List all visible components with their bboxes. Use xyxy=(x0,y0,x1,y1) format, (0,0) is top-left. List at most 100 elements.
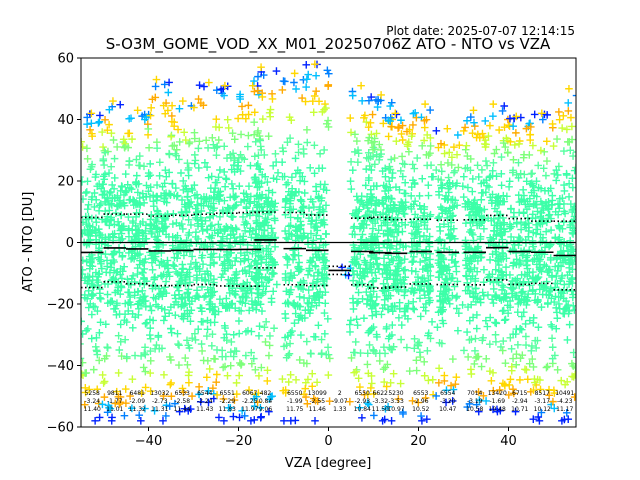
data-point xyxy=(409,257,417,266)
data-point xyxy=(287,269,295,277)
data-point xyxy=(152,75,161,84)
data-point xyxy=(417,217,425,225)
data-point xyxy=(551,292,560,301)
data-point xyxy=(529,141,537,150)
data-point xyxy=(427,161,435,169)
data-point xyxy=(381,404,390,413)
data-point xyxy=(506,222,514,231)
data-point xyxy=(489,100,498,108)
data-point xyxy=(468,129,477,138)
data-point xyxy=(107,162,115,171)
data-point xyxy=(205,78,213,87)
data-point xyxy=(527,347,536,355)
data-point xyxy=(199,101,208,110)
data-point xyxy=(149,202,158,211)
data-point xyxy=(491,265,500,274)
data-point xyxy=(537,303,546,311)
data-point xyxy=(572,353,576,362)
data-point xyxy=(229,352,238,361)
data-point xyxy=(281,198,290,206)
data-point xyxy=(271,234,279,242)
data-point xyxy=(462,272,471,281)
bin-stat-label: 6551 xyxy=(220,390,235,397)
data-point xyxy=(320,265,329,273)
data-point xyxy=(218,206,227,214)
data-point xyxy=(372,151,381,159)
data-point xyxy=(481,143,490,151)
data-point xyxy=(389,342,398,351)
data-point xyxy=(302,393,310,401)
data-point xyxy=(153,181,161,189)
data-point xyxy=(530,255,539,264)
data-point xyxy=(139,293,148,301)
data-point xyxy=(302,83,310,91)
data-point xyxy=(141,383,150,392)
data-point xyxy=(435,364,443,373)
data-point xyxy=(452,304,461,313)
data-point xyxy=(112,209,120,217)
data-point xyxy=(477,219,485,228)
data-point xyxy=(566,223,574,232)
data-point xyxy=(298,94,306,102)
data-point xyxy=(124,129,132,138)
data-point xyxy=(108,181,116,189)
data-point xyxy=(420,371,429,380)
data-point xyxy=(441,207,450,216)
data-point xyxy=(238,153,246,162)
data-point xyxy=(373,182,381,191)
data-point xyxy=(399,243,408,252)
data-point xyxy=(548,191,557,200)
data-point xyxy=(488,295,496,304)
data-point xyxy=(193,194,202,202)
data-point xyxy=(82,188,91,196)
data-point xyxy=(375,357,384,365)
data-point xyxy=(508,285,517,293)
data-point xyxy=(294,264,303,273)
data-point xyxy=(367,384,375,392)
data-point xyxy=(382,382,391,391)
data-point xyxy=(542,227,550,236)
data-point xyxy=(283,138,292,147)
data-point xyxy=(476,295,484,304)
data-point xyxy=(416,294,424,303)
data-point xyxy=(358,220,366,228)
data-point xyxy=(383,243,392,252)
data-point xyxy=(368,230,377,238)
data-point xyxy=(99,379,108,387)
data-point xyxy=(148,254,156,262)
data-point xyxy=(434,175,443,183)
data-point xyxy=(197,217,206,225)
data-point xyxy=(200,82,208,91)
data-point xyxy=(88,310,96,319)
data-point xyxy=(152,196,161,205)
bin-stat-label: 11.43 xyxy=(196,406,213,413)
data-point xyxy=(310,141,319,150)
data-point xyxy=(160,306,169,314)
data-point xyxy=(453,292,461,301)
data-point xyxy=(92,170,100,179)
data-point xyxy=(154,333,163,341)
data-point xyxy=(563,125,571,134)
data-point xyxy=(470,264,479,272)
bin-stat-label: -2.94 xyxy=(512,398,528,405)
data-point xyxy=(247,261,255,270)
data-point xyxy=(419,212,427,220)
data-point xyxy=(488,199,496,207)
data-point xyxy=(553,314,562,323)
data-point xyxy=(486,277,495,286)
data-point xyxy=(181,136,190,144)
data-point xyxy=(226,404,235,412)
data-point xyxy=(117,352,126,360)
data-point xyxy=(258,231,266,240)
data-point xyxy=(366,296,375,305)
bin-stat-label: 6715 xyxy=(512,390,527,397)
data-point xyxy=(165,402,174,410)
data-point xyxy=(354,297,362,306)
data-point xyxy=(409,121,417,129)
data-point xyxy=(525,281,534,290)
data-point xyxy=(116,270,125,279)
data-point xyxy=(365,162,374,170)
x-tick-label: 40 xyxy=(500,434,517,449)
data-point xyxy=(569,348,576,357)
data-point xyxy=(183,306,192,315)
